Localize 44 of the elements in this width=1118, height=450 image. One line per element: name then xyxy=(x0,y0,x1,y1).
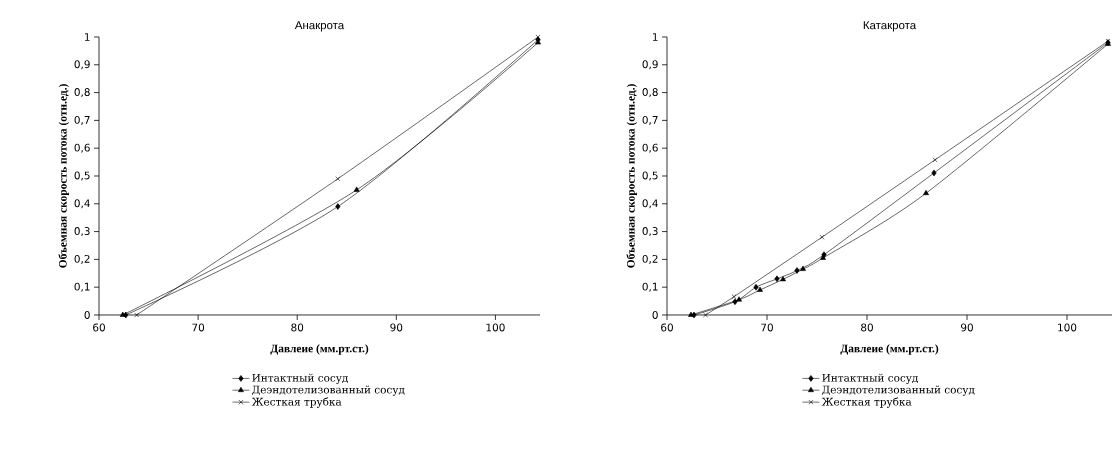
legend-label: Жесткая трубка xyxy=(251,397,342,408)
chart-title: Катакрота xyxy=(863,21,917,32)
x-tick-label: 80 xyxy=(291,323,304,332)
x-axis-title: Давлеие (мм.рт.ст.) xyxy=(270,344,369,355)
y-tick-label: 0,8 xyxy=(642,88,658,98)
y-tick-label: 0,8 xyxy=(74,88,90,98)
y-tick-label: 0,2 xyxy=(74,254,90,264)
x-tick-label: 70 xyxy=(192,323,205,332)
y-tick-label: 0,9 xyxy=(74,60,90,70)
y-tick-label: 0,1 xyxy=(74,282,90,292)
x-tick-label: 90 xyxy=(390,323,403,332)
chart-title: Анакрота xyxy=(294,21,345,32)
legend-label: Интактный сосуд xyxy=(252,373,348,384)
x-tick-label: 80 xyxy=(861,323,873,332)
y-tick-label: 1 xyxy=(652,33,658,41)
y-tick-label: 0,1 xyxy=(642,282,658,292)
y-tick-label: 0,6 xyxy=(642,143,658,153)
x-tick-label: 60 xyxy=(661,323,673,332)
y-tick-label: 0,5 xyxy=(642,171,658,181)
y-tick-label: 0 xyxy=(652,311,658,319)
y-tick-label: 0,3 xyxy=(642,227,658,237)
legend-label: Деэндотелизованный сосуд xyxy=(252,385,405,396)
legend-label: Жесткая трубка xyxy=(821,397,912,408)
y-tick-label: 0,3 xyxy=(74,227,90,237)
x-tick-label: 90 xyxy=(961,323,973,332)
y-tick-label: 0,6 xyxy=(74,143,90,153)
x-tick-label: 70 xyxy=(761,323,773,332)
x-tick-label: 100 xyxy=(1058,323,1077,332)
y-tick-label: 0 xyxy=(84,311,90,319)
y-axis-title: Объемная скорость потока (отн.ед.) xyxy=(626,84,638,268)
legend-label: Деэндотелизованный сосуд xyxy=(822,385,975,396)
y-axis-title: Объемная скорость потока (отн.ед.) xyxy=(58,84,70,268)
y-tick-label: 0,7 xyxy=(74,115,90,125)
legend-label: Интактный сосуд xyxy=(822,373,918,384)
x-tick-label: 100 xyxy=(486,323,505,332)
y-tick-label: 0,5 xyxy=(74,171,90,181)
y-tick-label: 0,4 xyxy=(74,199,90,209)
y-tick-label: 0,2 xyxy=(642,254,658,264)
x-tick-label: 60 xyxy=(93,323,105,332)
y-tick-label: 1 xyxy=(84,33,90,41)
y-tick-label: 0,9 xyxy=(642,60,658,70)
x-axis-title: Давлеие (мм.рт.ст.) xyxy=(840,344,939,355)
y-tick-label: 0,4 xyxy=(642,199,658,209)
y-tick-label: 0,7 xyxy=(642,115,658,125)
